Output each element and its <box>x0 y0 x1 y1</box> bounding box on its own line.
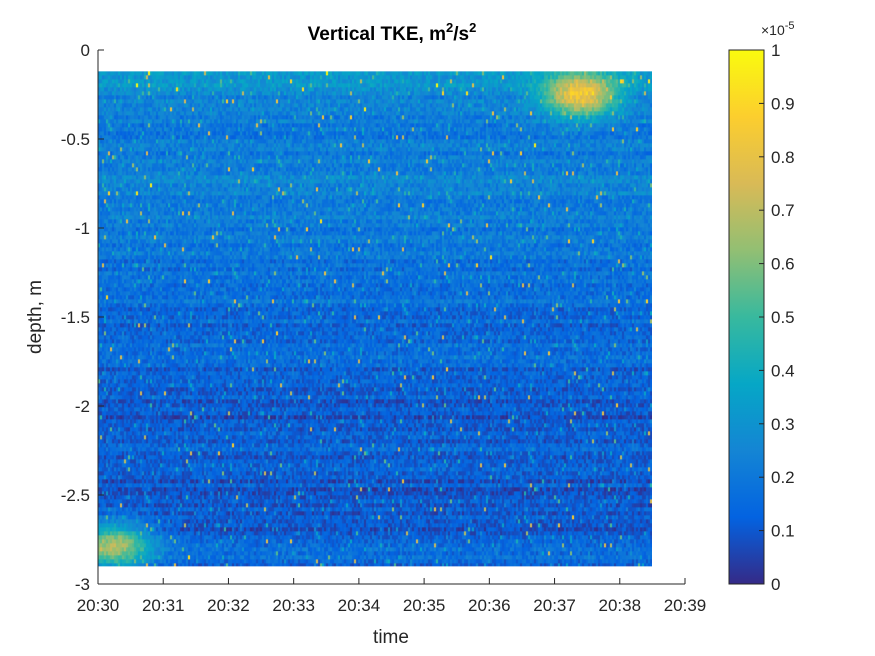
x-axis-label: time <box>373 627 409 648</box>
colorbar-tick-label: 0.8 <box>771 148 795 167</box>
y-tick-label: -3 <box>75 575 90 594</box>
colorbar-tick-label: 0.9 <box>771 94 795 113</box>
x-tick-label: 20:38 <box>599 596 642 615</box>
y-tick-label: -2.5 <box>61 486 90 505</box>
chart-title: Vertical TKE, m2/s2 <box>308 20 477 45</box>
x-tick-label: 20:31 <box>142 596 185 615</box>
x-tick-label: 20:30 <box>77 596 120 615</box>
colorbar-tick-label: 1 <box>771 41 780 60</box>
colorbar-tick-label: 0.2 <box>771 468 795 487</box>
x-tick-label: 20:34 <box>338 596 381 615</box>
heatmap-image <box>98 71 652 567</box>
colorbar: 0 0.1 0.2 0.3 0.4 0.5 0.6 0.7 0.8 0.9 1 ×10-5 <box>728 20 795 594</box>
title-sup-2: 2 <box>469 20 476 35</box>
title-text: Vertical TKE, m <box>308 24 446 45</box>
x-tick-label: 20:35 <box>403 596 446 615</box>
y-tick-label: -1.5 <box>61 308 90 327</box>
y-axis-label: depth, m <box>25 280 46 354</box>
colorbar-multiplier-base: ×10 <box>761 22 785 38</box>
heatmap <box>98 71 652 567</box>
colorbar-ticks: 0 0.1 0.2 0.3 0.4 0.5 0.6 0.7 0.8 0.9 1 <box>759 41 795 594</box>
colorbar-multiplier-exp: -5 <box>785 20 795 32</box>
colorbar-multiplier: ×10-5 <box>761 20 795 38</box>
colorbar-tick-label: 0.6 <box>771 255 795 274</box>
x-ticks: 20:30 20:31 20:32 20:33 20:34 20:35 20:36 20:37… <box>77 578 707 615</box>
y-tick-label: -0.5 <box>61 130 90 149</box>
x-tick-label: 20:39 <box>664 596 707 615</box>
axes: 20:30 20:31 20:32 20:33 20:34 20:35 20:36 20:37… <box>61 41 707 615</box>
y-tick-label: -2 <box>75 397 90 416</box>
colorbar-tick-label: 0.3 <box>771 415 795 434</box>
title-sup-1: 2 <box>446 20 453 35</box>
x-tick-label: 20:36 <box>468 596 511 615</box>
y-tick-label: 0 <box>81 41 90 60</box>
x-tick-label: 20:33 <box>272 596 315 615</box>
colorbar-tick-label: 0.1 <box>771 522 795 541</box>
colorbar-gradient <box>728 49 765 585</box>
y-ticks: 0 -0.5 -1 -1.5 -2 -2.5 -3 <box>61 41 104 594</box>
colorbar-tick-label: 0.7 <box>771 201 795 220</box>
colorbar-tick-label: 0 <box>771 575 780 594</box>
title-unit-mid: /s <box>453 24 469 45</box>
colorbar-tick-label: 0.5 <box>771 308 795 327</box>
x-tick-label: 20:32 <box>207 596 250 615</box>
colorbar-tick-label: 0.4 <box>771 361 795 380</box>
y-tick-label: -1 <box>75 219 90 238</box>
x-tick-label: 20:37 <box>533 596 576 615</box>
